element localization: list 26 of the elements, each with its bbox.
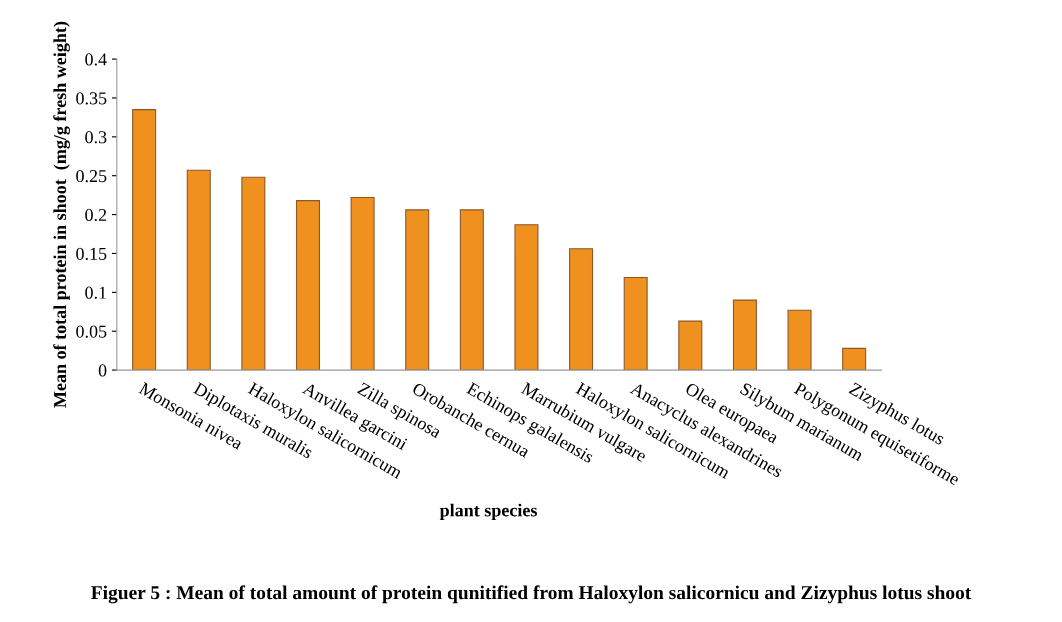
y-tick-label: 0.2	[85, 208, 107, 222]
bar	[569, 248, 594, 371]
text: Figuer 5 : Mean of total amount of protein qunitified from Haloxylon salicornicu and Zizyphus lotus shoot	[91, 585, 972, 604]
bar	[732, 299, 757, 371]
bar	[405, 209, 430, 371]
bar	[678, 320, 703, 371]
bar	[132, 109, 157, 371]
bar	[186, 169, 211, 371]
x-axis-title: plant species	[439, 503, 537, 521]
bar	[241, 176, 266, 371]
y-tick-label: 0.15	[76, 247, 107, 260]
y-tick-label: 0.05	[76, 325, 107, 338]
bar	[623, 277, 648, 371]
bar	[350, 196, 375, 371]
bar	[842, 347, 867, 371]
bar	[459, 209, 484, 371]
bar	[295, 200, 321, 371]
y-tick-label: 0	[98, 364, 107, 377]
bar	[787, 309, 812, 371]
y-tick-label: 0.4	[85, 53, 107, 66]
y-axis-title: Mean of total protein in shoot (mg/g fresh weight)	[53, 21, 70, 408]
y-tick-label: 0.25	[76, 169, 107, 183]
y-tick-label: 0.35	[76, 92, 107, 105]
y-tick-label: 0.1	[85, 286, 107, 299]
bar	[514, 224, 539, 371]
y-tick-label: 0.3	[85, 131, 107, 144]
